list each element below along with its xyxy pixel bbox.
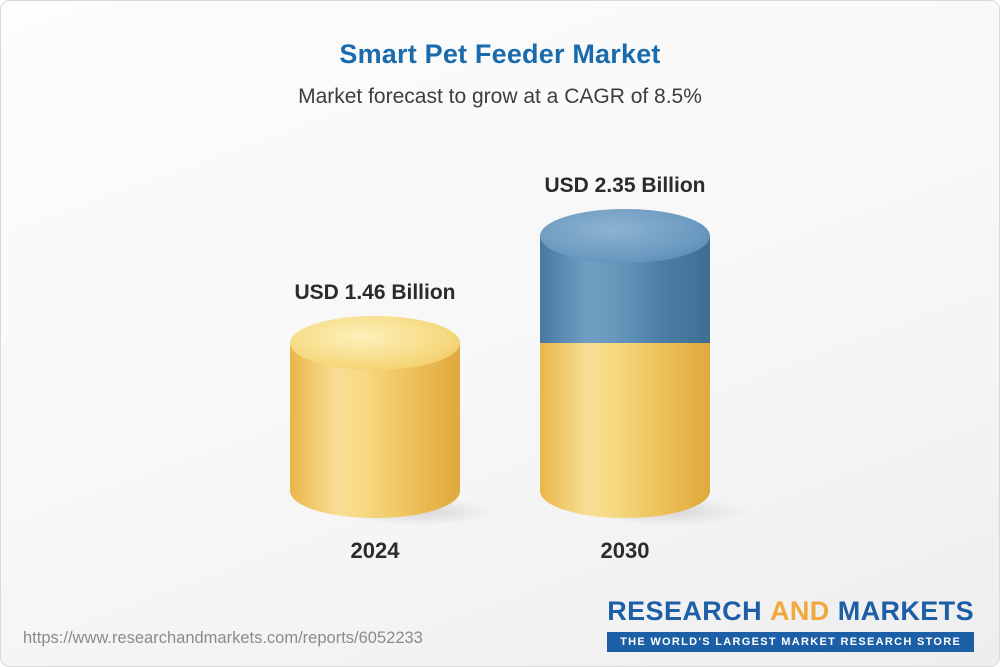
category-label-2030: 2030 <box>600 538 650 563</box>
bar-group-2024: USD 1.46 Billion 2024 <box>290 281 460 564</box>
page-title: Smart Pet Feeder Market <box>339 39 661 69</box>
source-link[interactable]: https://www.researchandmarkets.com/repor… <box>23 629 423 647</box>
chart-subtitle: Market forecast to grow at a CAGR of 8.5… <box>298 85 702 108</box>
cylinder-2030-cap <box>540 209 710 264</box>
research-and-markets-logo: RESEARCH AND MARKETS THE WORLD'S LARGEST M… <box>607 596 974 652</box>
logo-word-and: AND <box>769 596 830 626</box>
chart-header: Smart Pet Feeder Market Market forecast … <box>1 1 999 109</box>
cylinder-2030 <box>540 209 710 518</box>
value-label-2030: USD 2.35 Billion <box>544 174 706 198</box>
cylinder-2030-yellow-body <box>540 342 710 518</box>
cylinder-2024-body <box>290 342 460 518</box>
cylinder-2024-cap <box>290 315 460 370</box>
logo-wordmark: RESEARCH AND MARKETS <box>607 596 974 627</box>
cylinder-2024 <box>290 315 460 518</box>
logo-tagline: THE WORLD'S LARGEST MARKET RESEARCH STOR… <box>607 632 974 652</box>
logo-word-markets: MARKETS <box>837 596 974 626</box>
bar-group-2030: USD 2.35 Billion 2030 <box>540 174 710 564</box>
cylinder-2030-growth-segment <box>540 209 710 343</box>
cylinder-2024-segment <box>290 315 460 518</box>
category-label-2024: 2024 <box>350 538 400 563</box>
value-label-2024: USD 1.46 Billion <box>294 280 456 304</box>
footer: https://www.researchandmarkets.com/repor… <box>23 596 974 652</box>
chart-area: USD 1.46 Billion 2024 USD 2.35 Billion <box>1 174 999 564</box>
logo-word-research: RESEARCH <box>607 596 762 626</box>
cylinder-2030-base-segment <box>540 342 710 518</box>
